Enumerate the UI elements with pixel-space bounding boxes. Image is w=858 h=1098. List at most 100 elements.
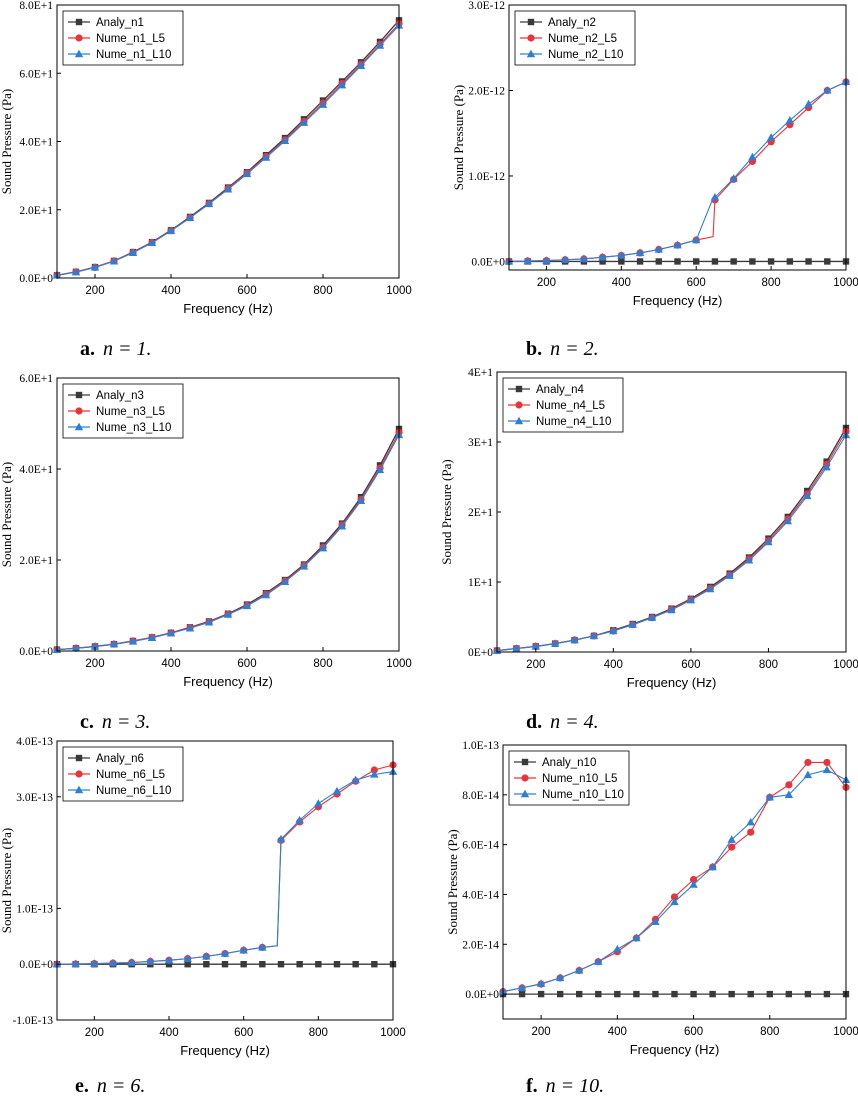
data-point xyxy=(652,990,659,998)
legend-marker xyxy=(515,401,523,409)
x-tick-label: 400 xyxy=(604,659,623,671)
data-point xyxy=(579,254,589,263)
data-point xyxy=(689,875,698,884)
data-point xyxy=(744,555,754,564)
data-point xyxy=(295,815,304,824)
legend-marker xyxy=(75,18,83,26)
data-point xyxy=(690,990,697,998)
data-point xyxy=(767,258,775,265)
y-tick-label: 0.0E+0 xyxy=(19,959,53,971)
data-point xyxy=(804,99,813,108)
y-tick-label: 0.0E+0 xyxy=(19,646,53,658)
data-point xyxy=(318,100,328,108)
legend-entry: Analy_n6 xyxy=(96,753,144,765)
caption-label: a. xyxy=(80,338,95,360)
data-point xyxy=(518,990,526,998)
data-point xyxy=(556,990,564,998)
data-point xyxy=(147,633,157,642)
y-tick-label: 0.0E+0 xyxy=(471,256,505,268)
caption-d: d. n = 4. xyxy=(526,711,599,734)
x-tick-label: 1000 xyxy=(386,658,412,670)
data-point xyxy=(204,617,214,626)
data-point xyxy=(258,943,267,951)
data-point xyxy=(655,258,662,265)
data-point xyxy=(204,199,214,208)
data-point xyxy=(670,893,679,901)
data-point xyxy=(618,258,625,265)
legend-entry: Nume_n2_L10 xyxy=(548,49,623,61)
data-point xyxy=(727,835,736,843)
data-point xyxy=(599,258,606,265)
legend-marker xyxy=(74,785,84,794)
plot-frame xyxy=(56,740,394,1021)
y-tick-label: 8.0E+1 xyxy=(19,0,53,12)
y-tick-label: 6.0E-14 xyxy=(462,840,499,852)
legend-marker xyxy=(521,774,529,782)
data-point xyxy=(371,961,378,968)
data-point xyxy=(709,990,716,998)
data-point xyxy=(185,623,195,632)
data-point xyxy=(654,245,663,253)
x-tick-label: 600 xyxy=(237,658,256,670)
x-tick-label: 800 xyxy=(762,277,781,289)
data-point xyxy=(730,258,737,265)
plot-frame xyxy=(508,4,847,271)
data-point xyxy=(785,781,793,789)
x-tick-label: 600 xyxy=(684,1026,703,1038)
caption-equation: n = 6. xyxy=(96,1075,146,1097)
legend-entry: Analy_n3 xyxy=(96,390,144,402)
x-tick-label: 1000 xyxy=(833,277,858,289)
data-point xyxy=(824,258,831,265)
data-point xyxy=(632,933,641,942)
y-tick-label: 4.0E+1 xyxy=(19,137,53,149)
y-tick-label: 3.0E-13 xyxy=(16,792,53,804)
data-point xyxy=(635,248,645,257)
y-tick-label: 2E+1 xyxy=(468,507,493,519)
legend-entry: Analy_n10 xyxy=(542,757,596,769)
y-tick-label: 4.0E-14 xyxy=(462,889,499,901)
data-point xyxy=(337,80,347,89)
y-tick-label: -1.0E-13 xyxy=(12,1015,53,1027)
data-point xyxy=(594,957,603,965)
y-tick-label: 1E+1 xyxy=(468,577,493,589)
legend-marker xyxy=(75,391,83,399)
caption-label: e. xyxy=(75,1075,89,1097)
data-point xyxy=(242,169,252,178)
data-point xyxy=(803,491,812,500)
y-tick-label: 0.0E+0 xyxy=(19,273,53,285)
data-point xyxy=(785,116,795,124)
data-point xyxy=(651,917,660,926)
plot-frame xyxy=(502,744,847,1020)
data-point xyxy=(299,561,309,570)
x-tick-label: 200 xyxy=(532,1026,551,1038)
data-point xyxy=(352,961,359,968)
data-point xyxy=(299,118,309,126)
chart-5: 200 400 600 800 1000 0.0E+0 2.0E-14 4.0E-14 6.0E… xyxy=(445,740,858,1057)
data-point xyxy=(223,184,233,193)
data-point xyxy=(90,263,100,271)
x-axis-label: Frequency (Hz) xyxy=(183,301,273,316)
data-point xyxy=(804,758,812,767)
data-point xyxy=(609,626,618,635)
x-tick-label: 200 xyxy=(537,277,556,289)
caption-f: f. n = 10. xyxy=(526,1075,604,1098)
data-point xyxy=(725,571,734,579)
series-line-Analy_n4 xyxy=(496,427,847,652)
data-point xyxy=(617,251,626,259)
x-tick-label: 200 xyxy=(85,285,104,297)
x-tick-label: 800 xyxy=(309,1027,328,1039)
data-point xyxy=(356,496,366,505)
data-point xyxy=(315,961,322,968)
legend-marker xyxy=(520,789,530,798)
caption-e: e. n = 6. xyxy=(75,1075,145,1098)
legend-entry: Nume_n3_L10 xyxy=(96,422,171,434)
x-axis-label: Frequency (Hz) xyxy=(633,293,723,308)
y-tick-label: 1.0E-12 xyxy=(468,171,505,183)
x-axis-label: Frequency (Hz) xyxy=(183,674,273,689)
x-tick-label: 1000 xyxy=(380,1027,406,1039)
data-point xyxy=(71,959,80,968)
y-tick-label: 2.0E+1 xyxy=(19,555,53,567)
data-point xyxy=(647,613,657,621)
x-tick-label: 600 xyxy=(687,277,706,289)
series-line-Nume_n2_L10 xyxy=(508,81,847,262)
